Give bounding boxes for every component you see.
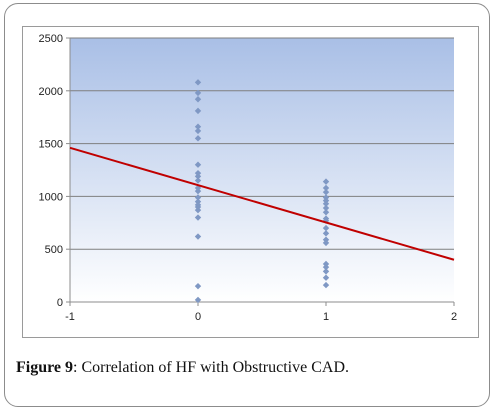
data-point [322,200,330,207]
caption-label: Figure 9 [16,359,74,376]
data-point [322,224,330,232]
caption-text: : Correlation of HF with Obstructive CAD… [73,359,349,376]
data-point [194,135,202,142]
x-tick-label: -1 [65,311,75,323]
data-point [322,204,330,212]
data-point [194,89,202,97]
data-point [322,209,330,216]
y-tick-label: 2000 [39,86,63,98]
data-point [194,206,202,214]
data-point [322,239,330,247]
data-point [322,188,330,196]
data-point [194,187,202,195]
data-point [322,268,330,275]
data-point [322,274,330,281]
x-tick-label: 0 [195,311,201,323]
data-point [194,177,202,184]
data-point [194,96,202,103]
trendline-group [69,146,455,261]
data-point [194,127,202,135]
data-point [194,79,202,86]
x-tick-label: 2 [451,311,457,323]
data-point [194,296,202,304]
trendline [69,146,455,261]
data-point [322,281,330,289]
data-point [322,178,330,185]
data-point [194,214,202,221]
data-point [194,161,202,168]
axes [66,37,455,306]
x-tick-label: 1 [323,311,329,323]
data-point [322,184,330,192]
data-point [194,173,202,180]
chart-panel: 0 500 1000 1500 2000 2500 -1 0 1 2 [22,26,479,338]
data-point [194,123,202,130]
y-tick-label: 1000 [39,191,63,203]
data-point [322,230,330,237]
data-point [194,194,202,201]
gridlines [70,37,454,250]
data-point [194,233,202,240]
y-tick-label: 1500 [39,139,63,151]
figure-frame: 0 500 1000 1500 2000 2500 -1 0 1 2 Figure 9: Corr… [4,3,490,407]
data-point [194,282,202,290]
plot-area [70,38,454,302]
y-tick-label: 500 [45,244,63,256]
data-point [194,107,202,115]
data-point [322,263,330,271]
figure-caption: Figure 9: Correlation of HF with Obstruc… [16,359,486,377]
y-tick-label: 2500 [39,33,63,45]
y-tick-label: 0 [57,297,63,309]
data-points [194,79,330,304]
